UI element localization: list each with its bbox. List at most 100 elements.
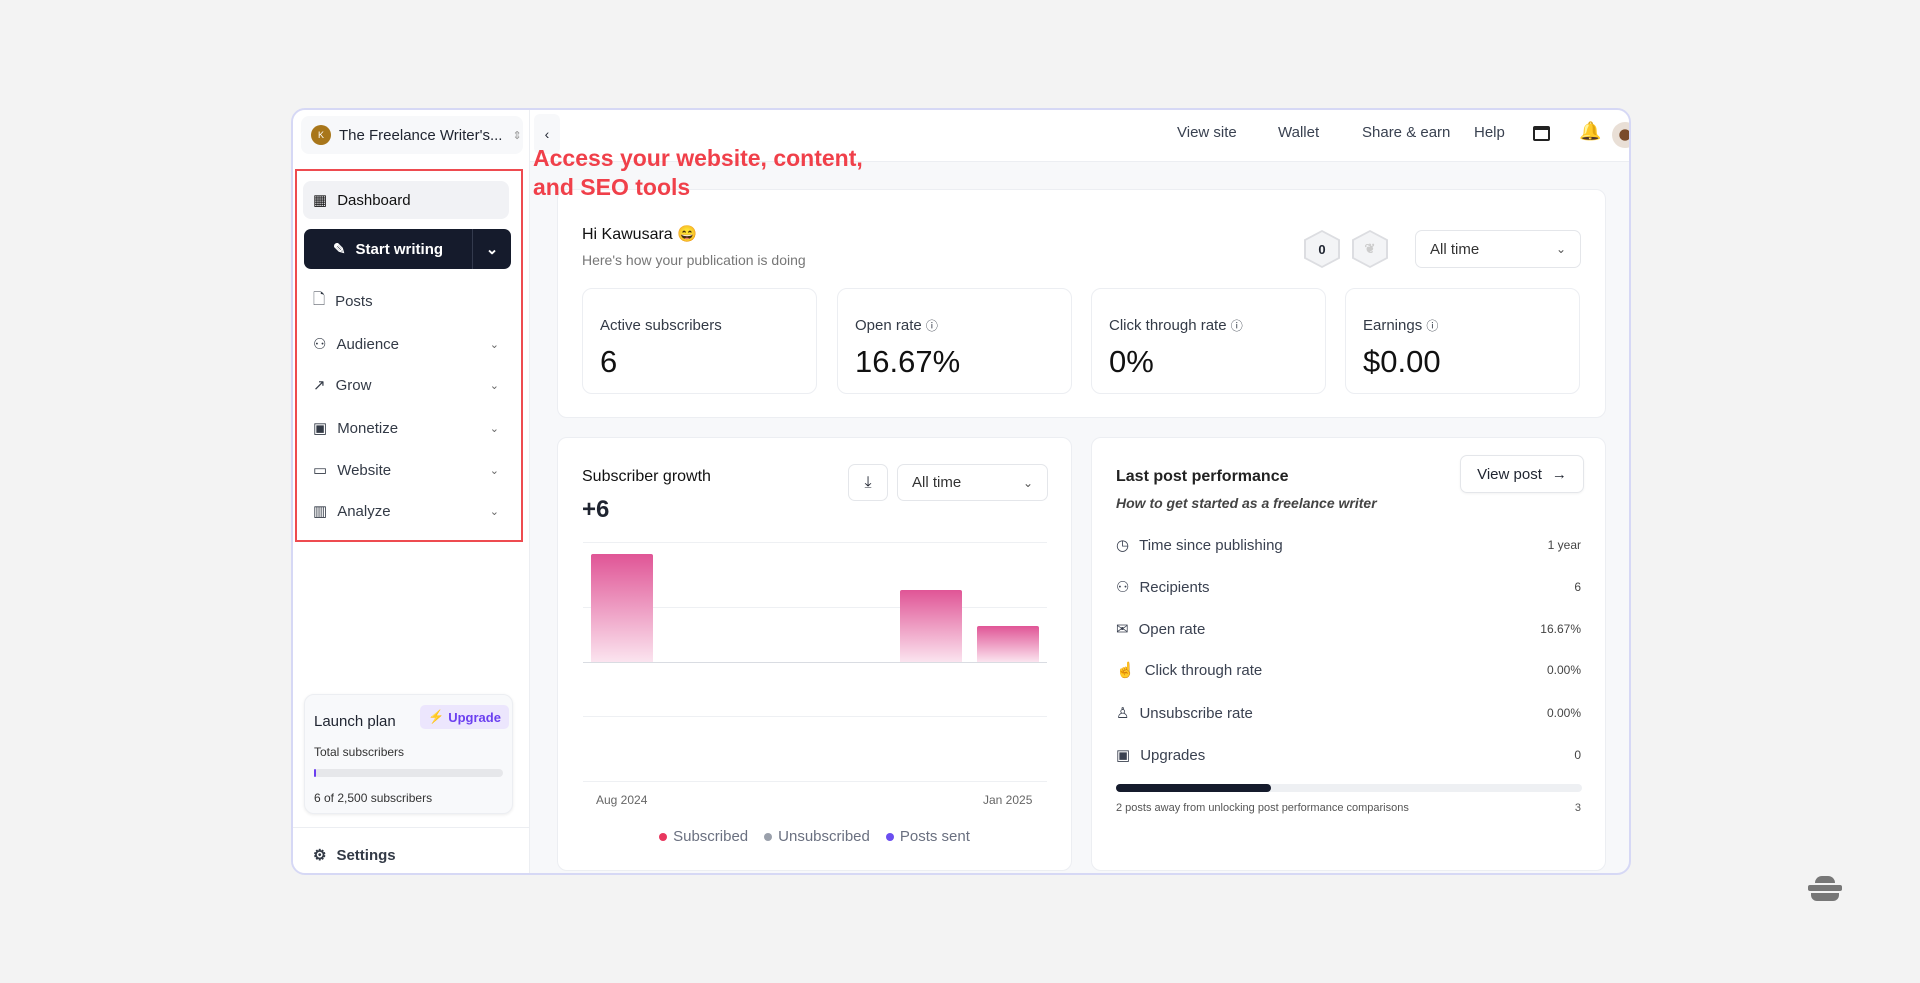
emoji: 😄 [677,226,698,243]
bar-jan-2025[interactable] [977,626,1040,662]
collapse-sidebar-button[interactable]: ‹ [534,114,560,154]
legend-posts-sent[interactable]: Posts sent [885,828,970,845]
sidebar-item-posts[interactable]: 🗋 Posts [303,282,509,320]
monitor-icon: ▭ [313,462,328,479]
stat-row: ✉ Open rate 16.67% [1116,614,1581,644]
start-writing-dropdown[interactable]: ⌄ [485,241,499,258]
stat-label: Click through rate [1144,661,1263,679]
nav-label: Dashboard [337,191,411,209]
legend-label: Unsubscribed [778,828,870,845]
start-writing-main[interactable]: ✎ Start writing [304,229,473,269]
document-icon: 🗋 [313,290,326,308]
divider [293,827,529,828]
chevron-down-icon: ⌄ [489,422,499,435]
nav-label: Settings [336,846,396,864]
legend-subscribed[interactable]: Subscribed [659,828,748,845]
stat-label: Upgrades [1140,746,1206,764]
sidebar-item-dashboard[interactable]: ▦ Dashboard [303,181,509,219]
annotation-line: and SEO tools [533,174,691,200]
start-writing-button[interactable]: ✎ Start writing ⌄ [304,229,511,269]
view-site-link[interactable]: View site [1177,124,1237,141]
chart-legend: Subscribed Unsubscribed Posts sent [558,828,1071,845]
growth-range-select[interactable]: All time ⌄ [897,464,1048,501]
badge-count-value: 0 [1306,232,1338,266]
baseline [583,662,1047,663]
comparison-footer: 2 posts away from unlocking post perform… [1116,802,1409,814]
nav-label: Grow [335,376,372,394]
overview-range-select[interactable]: All time ⌄ [1415,230,1581,268]
metric-label: Active subscribers [600,317,722,334]
legend-unsubscribed[interactable]: Unsubscribed [764,828,870,845]
plan-progress-fill [314,769,316,777]
stat-row: ♙ Unsubscribe rate 0.00% [1116,698,1581,728]
gridline [583,716,1047,717]
sidebar-item-website[interactable]: ▭ Website ⌄ [303,451,509,489]
download-icon: ⤓ [864,473,872,491]
sidebar-item-audience[interactable]: ⚇ Audience ⌄ [303,325,509,363]
sidebar-item-settings[interactable]: ⚙ Settings [303,836,509,873]
arrow-right-icon: → [1551,465,1567,483]
last-post-performance-card: Last post performance How to get started… [1091,437,1606,871]
bar-chart-icon: ▥ [313,503,328,520]
plan-title: Launch plan [314,713,396,730]
chevron-down-icon: ⌄ [1022,475,1033,490]
info-icon[interactable]: ⓘ [1426,319,1439,333]
growth-delta: +6 [582,496,610,523]
sidebar-item-analyze[interactable]: ▥ Analyze ⌄ [303,492,509,530]
stat-row: ◷ Time since publishing 1 year [1116,530,1581,560]
share-earn-link[interactable]: Share & earn [1362,124,1451,141]
clock-icon: ◷ [1116,537,1130,554]
sidebar: K The Freelance Writer's... ⇕ ▦ Dashboard… [293,110,530,873]
lightning-icon: ⚡ [428,709,445,724]
stat-value: 6 [1574,580,1581,594]
info-icon[interactable]: ⓘ [925,319,938,333]
range-value: All time [1430,240,1480,258]
start-writing-label: Start writing [355,240,444,258]
bar-dec-2024[interactable] [900,590,962,662]
plan-progress [314,769,503,777]
bar-aug-2024[interactable] [590,554,653,662]
stat-label: Recipients [1139,578,1210,596]
x-tick-label: Aug 2024 [596,793,648,807]
updown-icon: ⇕ [512,129,522,142]
comparison-count: 3 [1574,802,1581,814]
stat-row: ☝ Click through rate 0.00% [1116,655,1581,685]
gridline [583,542,1047,543]
comparison-progress-fill [1116,784,1272,792]
stat-label: Unsubscribe rate [1139,704,1253,722]
download-button[interactable]: ⤓ [848,464,888,501]
x-tick-label: Jan 2025 [983,793,1033,807]
plan-card: Launch plan ⚡ Upgrade Total subscribers 6… [304,694,513,814]
user-avatar[interactable] [1612,122,1629,148]
sidebar-item-monetize[interactable]: ▣ Monetize ⌄ [303,409,509,447]
users-icon: ⚇ [313,336,327,353]
leaf-badge[interactable]: ❦ [1352,230,1388,268]
gear-icon: ⚙ [313,847,327,864]
total-subscribers-label: Total subscribers [314,745,405,759]
publication-avatar: K [311,125,331,145]
metric-active-subscribers: Active subscribers 6 [582,288,817,394]
publication-switcher[interactable]: K The Freelance Writer's... ⇕ [301,116,523,154]
badge-count[interactable]: 0 [1304,230,1340,268]
subscriber-count: 6 of 2,500 subscribers [314,791,433,805]
trend-icon: ↗ [313,377,326,394]
metric-open-rate: Open rate ⓘ 16.67% [837,288,1072,394]
chevron-down-icon: ⌄ [489,505,499,518]
bell-icon[interactable]: 🔔 [1579,121,1602,141]
nav-label: Posts [335,292,373,310]
post-title: How to get started as a freelance writer [1116,495,1377,511]
sidebar-item-grow[interactable]: ↗ Grow ⌄ [303,366,509,404]
chevron-down-icon: ⌄ [489,338,499,351]
annotation-highlight-box [295,169,523,542]
wallet-link[interactable]: Wallet [1278,124,1320,141]
calendar-icon[interactable] [1533,126,1550,141]
chevron-down-icon: ⌄ [1555,242,1566,256]
gridline [583,607,1047,608]
upgrade-label: Upgrade [448,709,501,725]
nav-label: Audience [336,335,400,353]
metric-value: 6 [600,344,618,379]
upgrade-button[interactable]: ⚡ Upgrade [420,705,509,729]
help-link[interactable]: Help [1474,124,1505,141]
view-post-button[interactable]: View post → [1460,455,1584,493]
info-icon[interactable]: ⓘ [1230,319,1243,333]
